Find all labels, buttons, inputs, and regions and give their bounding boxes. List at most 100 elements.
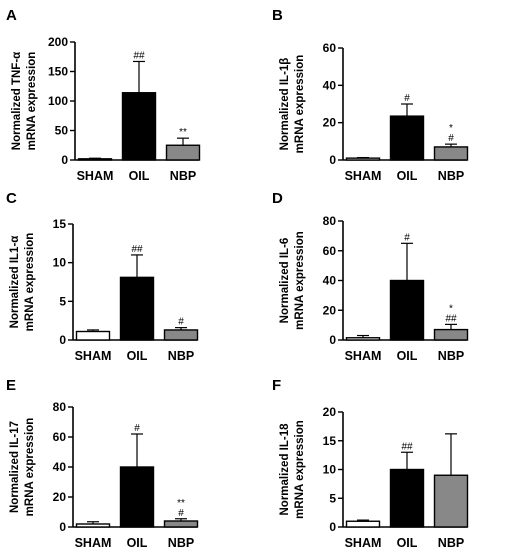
significance-label: ## [401,441,413,452]
y-tick-label: 20 [323,116,337,130]
x-tick-label: SHAM [345,349,382,363]
y-tick-label: 20 [323,405,337,419]
significance-label: * [449,123,453,134]
x-tick-label: NBP [438,169,464,183]
bar-oil [389,115,425,161]
x-tick-label: SHAM [75,536,112,550]
panel-b: B Normalized IL-1β mRNA expression 0 20 40 60 S… [272,7,469,183]
significance-label: # [404,232,410,243]
y-tick-label: 50 [55,124,69,138]
bar-nbp [433,474,469,528]
significance-label: ## [133,50,145,61]
y-tick-label: 5 [329,491,336,505]
x-tick-label: SHAM [345,169,382,183]
bar-nbp [163,520,199,528]
y-tick-label: 80 [323,214,337,228]
panel-label: B [272,7,283,24]
y-tick-label: 200 [48,35,68,49]
y-tick-label: 60 [323,244,337,258]
bar-sham [77,158,113,161]
y-tick-label: 5 [59,294,66,308]
panel-label: C [6,190,17,207]
y-axis-label-line1: Normalized TNF-α [11,52,23,150]
y-axis-label-line1: Normalized IL-17 [9,421,21,513]
x-tick-label: OIL [127,536,148,550]
significance-label: ** [177,498,185,509]
bar-sham [345,520,381,528]
y-tick-label: 15 [53,217,67,231]
y-axis-label-line2: mRNA expression [294,231,306,330]
y-tick-label: 10 [53,256,67,270]
y-tick-label: 20 [323,303,337,317]
panel-e: E Normalized IL-17 mRNA expression 0 20 40 60 8… [6,377,199,550]
panel-label: A [6,7,17,24]
y-tick-label: 0 [61,153,68,167]
significance-label: ## [131,244,143,255]
significance-label: # [448,133,454,144]
y-tick-label: 0 [329,520,336,534]
y-tick-label: 10 [323,463,337,477]
y-tick-label: 100 [48,94,68,108]
x-tick-label: NBP [170,169,196,183]
x-tick-label: NBP [168,349,194,363]
x-tick-label: OIL [397,349,418,363]
significance-label: # [134,423,140,434]
y-tick-label: 15 [323,434,337,448]
y-tick-label: 80 [53,400,67,414]
y-tick-label: 40 [323,274,337,288]
bar-oil [389,279,425,341]
y-axis-label-line1: Normalized IL-1β [279,58,291,151]
y-tick-label: 0 [329,333,336,347]
y-tick-label: 0 [329,153,336,167]
bar-oil [121,92,157,161]
bar-nbp [433,328,469,341]
x-tick-label: OIL [397,536,418,550]
panel-c: C Normalized IL1-α mRNA expression 0 5 10 15 SH… [6,190,199,363]
x-tick-label: NBP [438,536,464,550]
significance-label: # [404,93,410,104]
y-axis-label-line2: mRNA expression [24,418,36,517]
significance-label: ## [445,313,457,324]
x-tick-label: SHAM [77,169,114,183]
y-axis-label-line2: mRNA expression [294,55,306,154]
bar-nbp [165,144,201,161]
significance-label: ** [179,127,187,138]
significance-label: # [178,508,184,519]
y-axis-label-line2: mRNA expression [294,420,306,519]
bar-nbp [163,329,199,341]
panel-a: A Normalized TNF-α mRNA expression 0 50 100 15… [6,7,201,183]
y-tick-label: 40 [53,460,67,474]
x-tick-label: NBP [438,349,464,363]
bar-oil [389,468,425,528]
panel-d: D Normalized IL-6 mRNA expression 0 20 40 60 80… [272,190,469,363]
bar-sham [75,330,111,341]
x-tick-label: OIL [397,169,418,183]
x-tick-label: OIL [129,169,150,183]
x-tick-label: SHAM [345,536,382,550]
bar-sham [75,523,111,528]
bar-oil [119,466,155,528]
y-tick-label: 150 [48,65,68,79]
bar-sham [345,337,381,341]
y-tick-label: 20 [53,490,67,504]
panel-label: F [272,377,281,394]
y-axis-label-line1: Normalized IL-6 [279,238,291,324]
bar-oil [119,276,155,341]
x-tick-label: NBP [168,536,194,550]
panel-f: F Normalized IL-18 mRNA expression 0 5 10 15 20… [272,377,469,550]
y-tick-label: 0 [59,333,66,347]
x-tick-label: OIL [127,349,148,363]
x-tick-label: SHAM [75,349,112,363]
panel-label: D [272,190,283,207]
bar-sham [345,157,381,161]
y-axis-label-line1: Normalized IL1-α [9,236,21,329]
significance-label: * [449,303,453,314]
significance-label: # [178,317,184,328]
y-axis-label-line2: mRNA expression [24,233,36,332]
y-axis-label-line2: mRNA expression [26,52,38,151]
y-tick-label: 0 [59,520,66,534]
y-tick-label: 40 [323,78,337,92]
bar-nbp [433,146,469,161]
y-tick-label: 60 [53,430,67,444]
